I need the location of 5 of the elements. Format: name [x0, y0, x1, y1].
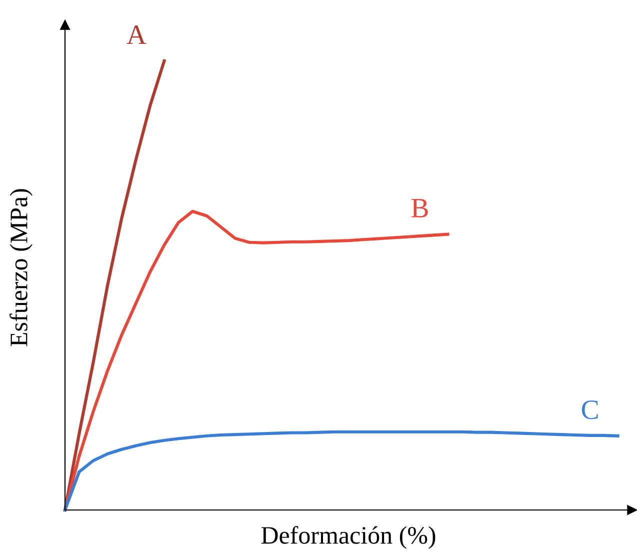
series-label: C [582, 400, 598, 420]
series-label: B [411, 199, 428, 218]
series-label: A [126, 26, 146, 44]
x-axis-title: Deformación (%) [261, 526, 436, 549]
y-axis-title: Esfuerzo (MPa) [10, 189, 32, 346]
